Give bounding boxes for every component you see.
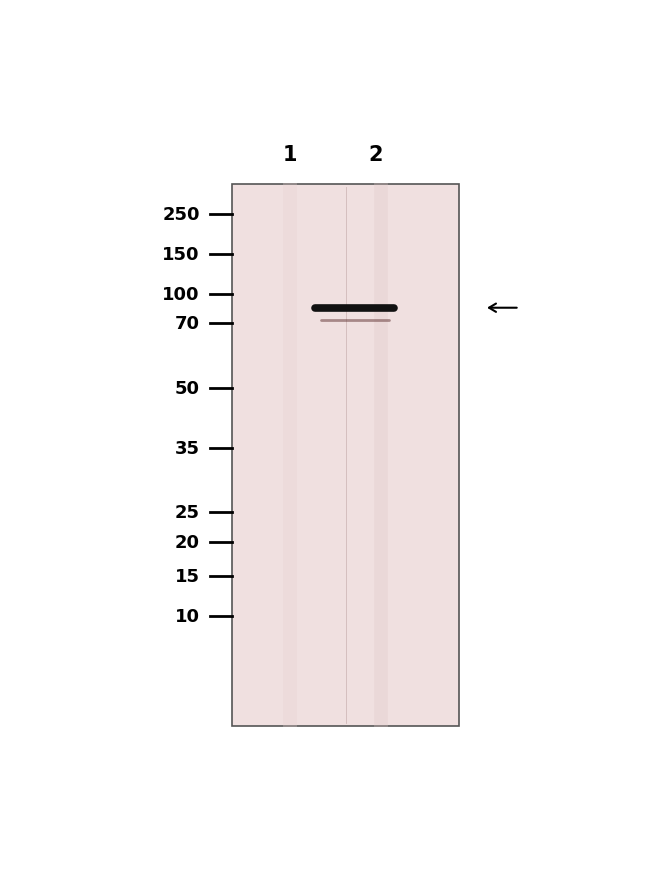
- Text: 150: 150: [162, 246, 200, 264]
- Text: 15: 15: [175, 567, 200, 585]
- Text: 250: 250: [162, 206, 200, 223]
- Text: 2: 2: [369, 144, 383, 164]
- Text: 100: 100: [162, 286, 200, 304]
- Text: 1: 1: [283, 144, 298, 164]
- Text: 10: 10: [175, 607, 200, 625]
- Text: 35: 35: [175, 440, 200, 458]
- Bar: [233, 184, 459, 726]
- Text: 50: 50: [175, 380, 200, 398]
- Text: 20: 20: [175, 534, 200, 552]
- Text: 70: 70: [175, 315, 200, 333]
- Text: 25: 25: [175, 503, 200, 521]
